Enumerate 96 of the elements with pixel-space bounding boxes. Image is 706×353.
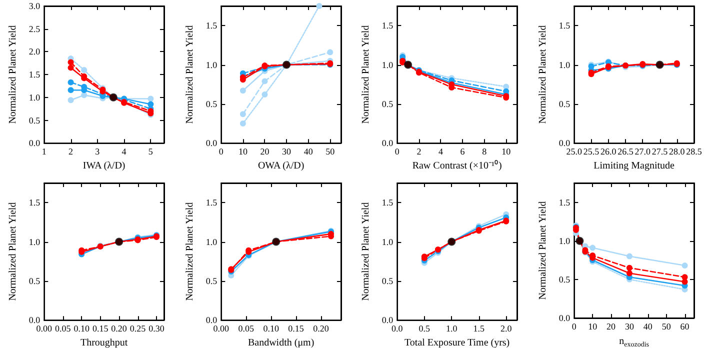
x-axis-title: Total Exposure Time (yrs): [404, 337, 510, 348]
x-axis-title: Throughput: [80, 337, 128, 348]
x-axis-title: OWA (λ/D): [257, 160, 304, 172]
y-axis-title: Normalized Planet Yield: [184, 25, 195, 124]
x-tick-label: 25.5: [582, 146, 600, 157]
x-tick-label: 28.0: [668, 146, 685, 157]
x-tick-label: 27.0: [634, 146, 651, 157]
y-tick-label: 1.5: [382, 197, 394, 208]
y-tick-label: 1.5: [28, 197, 41, 208]
x-tick-label: 30: [282, 146, 292, 157]
y-tick-label: 0.0: [558, 312, 570, 322]
y-tick-label: 1.0: [558, 235, 570, 246]
y-tick-label: 0.5: [205, 275, 218, 286]
x-tick-label: 0.05: [238, 323, 254, 334]
x-tick-label: 20: [606, 321, 616, 331]
x-tick-label: 5: [148, 146, 154, 157]
x-tick-label: 8: [482, 146, 488, 157]
y-tick-label: 1.0: [28, 236, 41, 246]
x-tick-label: 25.0: [566, 146, 582, 157]
x-tick-label: 60: [680, 321, 690, 331]
x-tick-label: 6: [460, 146, 466, 157]
y-tick-label: 1.0: [558, 60, 570, 70]
y-tick-label: 1.0: [28, 92, 41, 102]
x-tick-label: 0.15: [92, 323, 109, 334]
x-tick-label: 26.5: [617, 146, 634, 157]
x-tick-label: 40: [303, 146, 313, 157]
x-tick-label: 10: [238, 146, 248, 157]
y-tick-label: 1.0: [205, 60, 218, 70]
x-tick-label: 0.00: [212, 323, 230, 334]
x-tick-label: 0.20: [111, 323, 128, 334]
x-tick-label: 30: [624, 321, 634, 331]
x-tick-label: 20: [260, 146, 270, 157]
y-tick-label: 0.0: [205, 138, 218, 148]
y-tick-label: 0.5: [558, 274, 570, 284]
y-tick-label: 0.0: [382, 138, 394, 148]
x-tick-label: 0.5: [418, 323, 431, 334]
x-tick-label: 0: [394, 146, 400, 157]
y-axis-title: Normalized Planet Yield: [8, 25, 18, 124]
x-tick-label: 0.20: [312, 323, 329, 334]
y-axis-title: Normalized Planet Yield: [537, 200, 548, 300]
x-tick-label: 50: [325, 146, 335, 157]
y-axis-title: Normalized Planet Yield: [360, 202, 372, 300]
x-tick-label: 0.30: [148, 323, 165, 334]
x-tick-label: 0.00: [36, 323, 53, 334]
y-tick-label: 1.5: [205, 197, 218, 208]
x-axis-title: IWA (λ/D): [82, 160, 126, 172]
y-tick-label: 1.5: [558, 196, 570, 207]
x-tick-label: 4: [438, 146, 444, 157]
y-tick-label: 3.0: [28, 1, 41, 11]
x-tick-label: 0.10: [74, 323, 90, 334]
x-tick-label: 1: [42, 146, 46, 157]
y-tick-label: 0.5: [205, 98, 218, 109]
x-tick-label: 26.0: [600, 146, 616, 157]
x-tick-label: 4: [122, 146, 127, 157]
y-tick-label: 1.5: [382, 20, 394, 31]
x-tick-label: 27.5: [651, 146, 668, 157]
y-tick-label: 0.0: [28, 138, 41, 148]
x-tick-label: 0.10: [262, 323, 279, 334]
x-tick-label: 0.05: [55, 323, 72, 334]
x-tick-label: 10: [502, 146, 512, 157]
y-tick-label: 2.0: [28, 46, 41, 57]
x-tick-label: 1.5: [473, 323, 485, 334]
x-tick-label: 1.0: [446, 323, 458, 334]
x-tick-label: 0: [218, 146, 224, 157]
y-tick-label: 2.5: [28, 24, 41, 34]
x-tick-label: 2.0: [500, 323, 512, 334]
x-tick-label: 0.0: [392, 323, 404, 334]
x-tick-label: 50: [661, 321, 671, 331]
y-axis-title: Normalized Planet Yield: [184, 202, 195, 300]
y-tick-label: 1.0: [382, 60, 394, 70]
y-tick-label: 1.0: [205, 236, 218, 246]
y-axis-title: Normalized Planet Yield: [8, 202, 18, 300]
x-axis-title: Bandwidth (μm): [247, 337, 314, 348]
x-tick-label: 0.15: [288, 323, 304, 334]
x-tick-label: 2: [68, 146, 74, 157]
y-tick-label: 1.5: [205, 20, 218, 31]
x-tick-label: 0: [571, 321, 576, 331]
y-tick-label: 0.5: [558, 98, 570, 109]
y-tick-label: 0.5: [28, 275, 41, 286]
x-tick-label: 28.5: [686, 146, 702, 157]
x-tick-label: 3: [95, 146, 100, 157]
y-tick-label: 0.5: [28, 115, 41, 126]
y-tick-label: 0.0: [558, 138, 570, 148]
x-tick-label: 0.25: [130, 323, 146, 334]
y-tick-label: 1.5: [558, 20, 570, 31]
y-tick-label: 0.5: [382, 98, 394, 109]
y-tick-label: 1.5: [28, 70, 41, 80]
y-axis-title: Normalized Planet Yield: [360, 25, 372, 124]
y-tick-label: 1.0: [382, 236, 394, 246]
x-tick-label: 2: [416, 146, 422, 157]
y-tick-label: 0.5: [382, 275, 394, 286]
x-axis-title: Raw Contrast (×10⁻¹⁰): [412, 160, 502, 172]
x-tick-label: 40: [642, 321, 652, 331]
y-axis-title: Normalized Planet Yield: [537, 25, 548, 124]
x-tick-label: 10: [588, 321, 598, 331]
x-axis-title: Limiting Magnitude: [593, 160, 675, 172]
